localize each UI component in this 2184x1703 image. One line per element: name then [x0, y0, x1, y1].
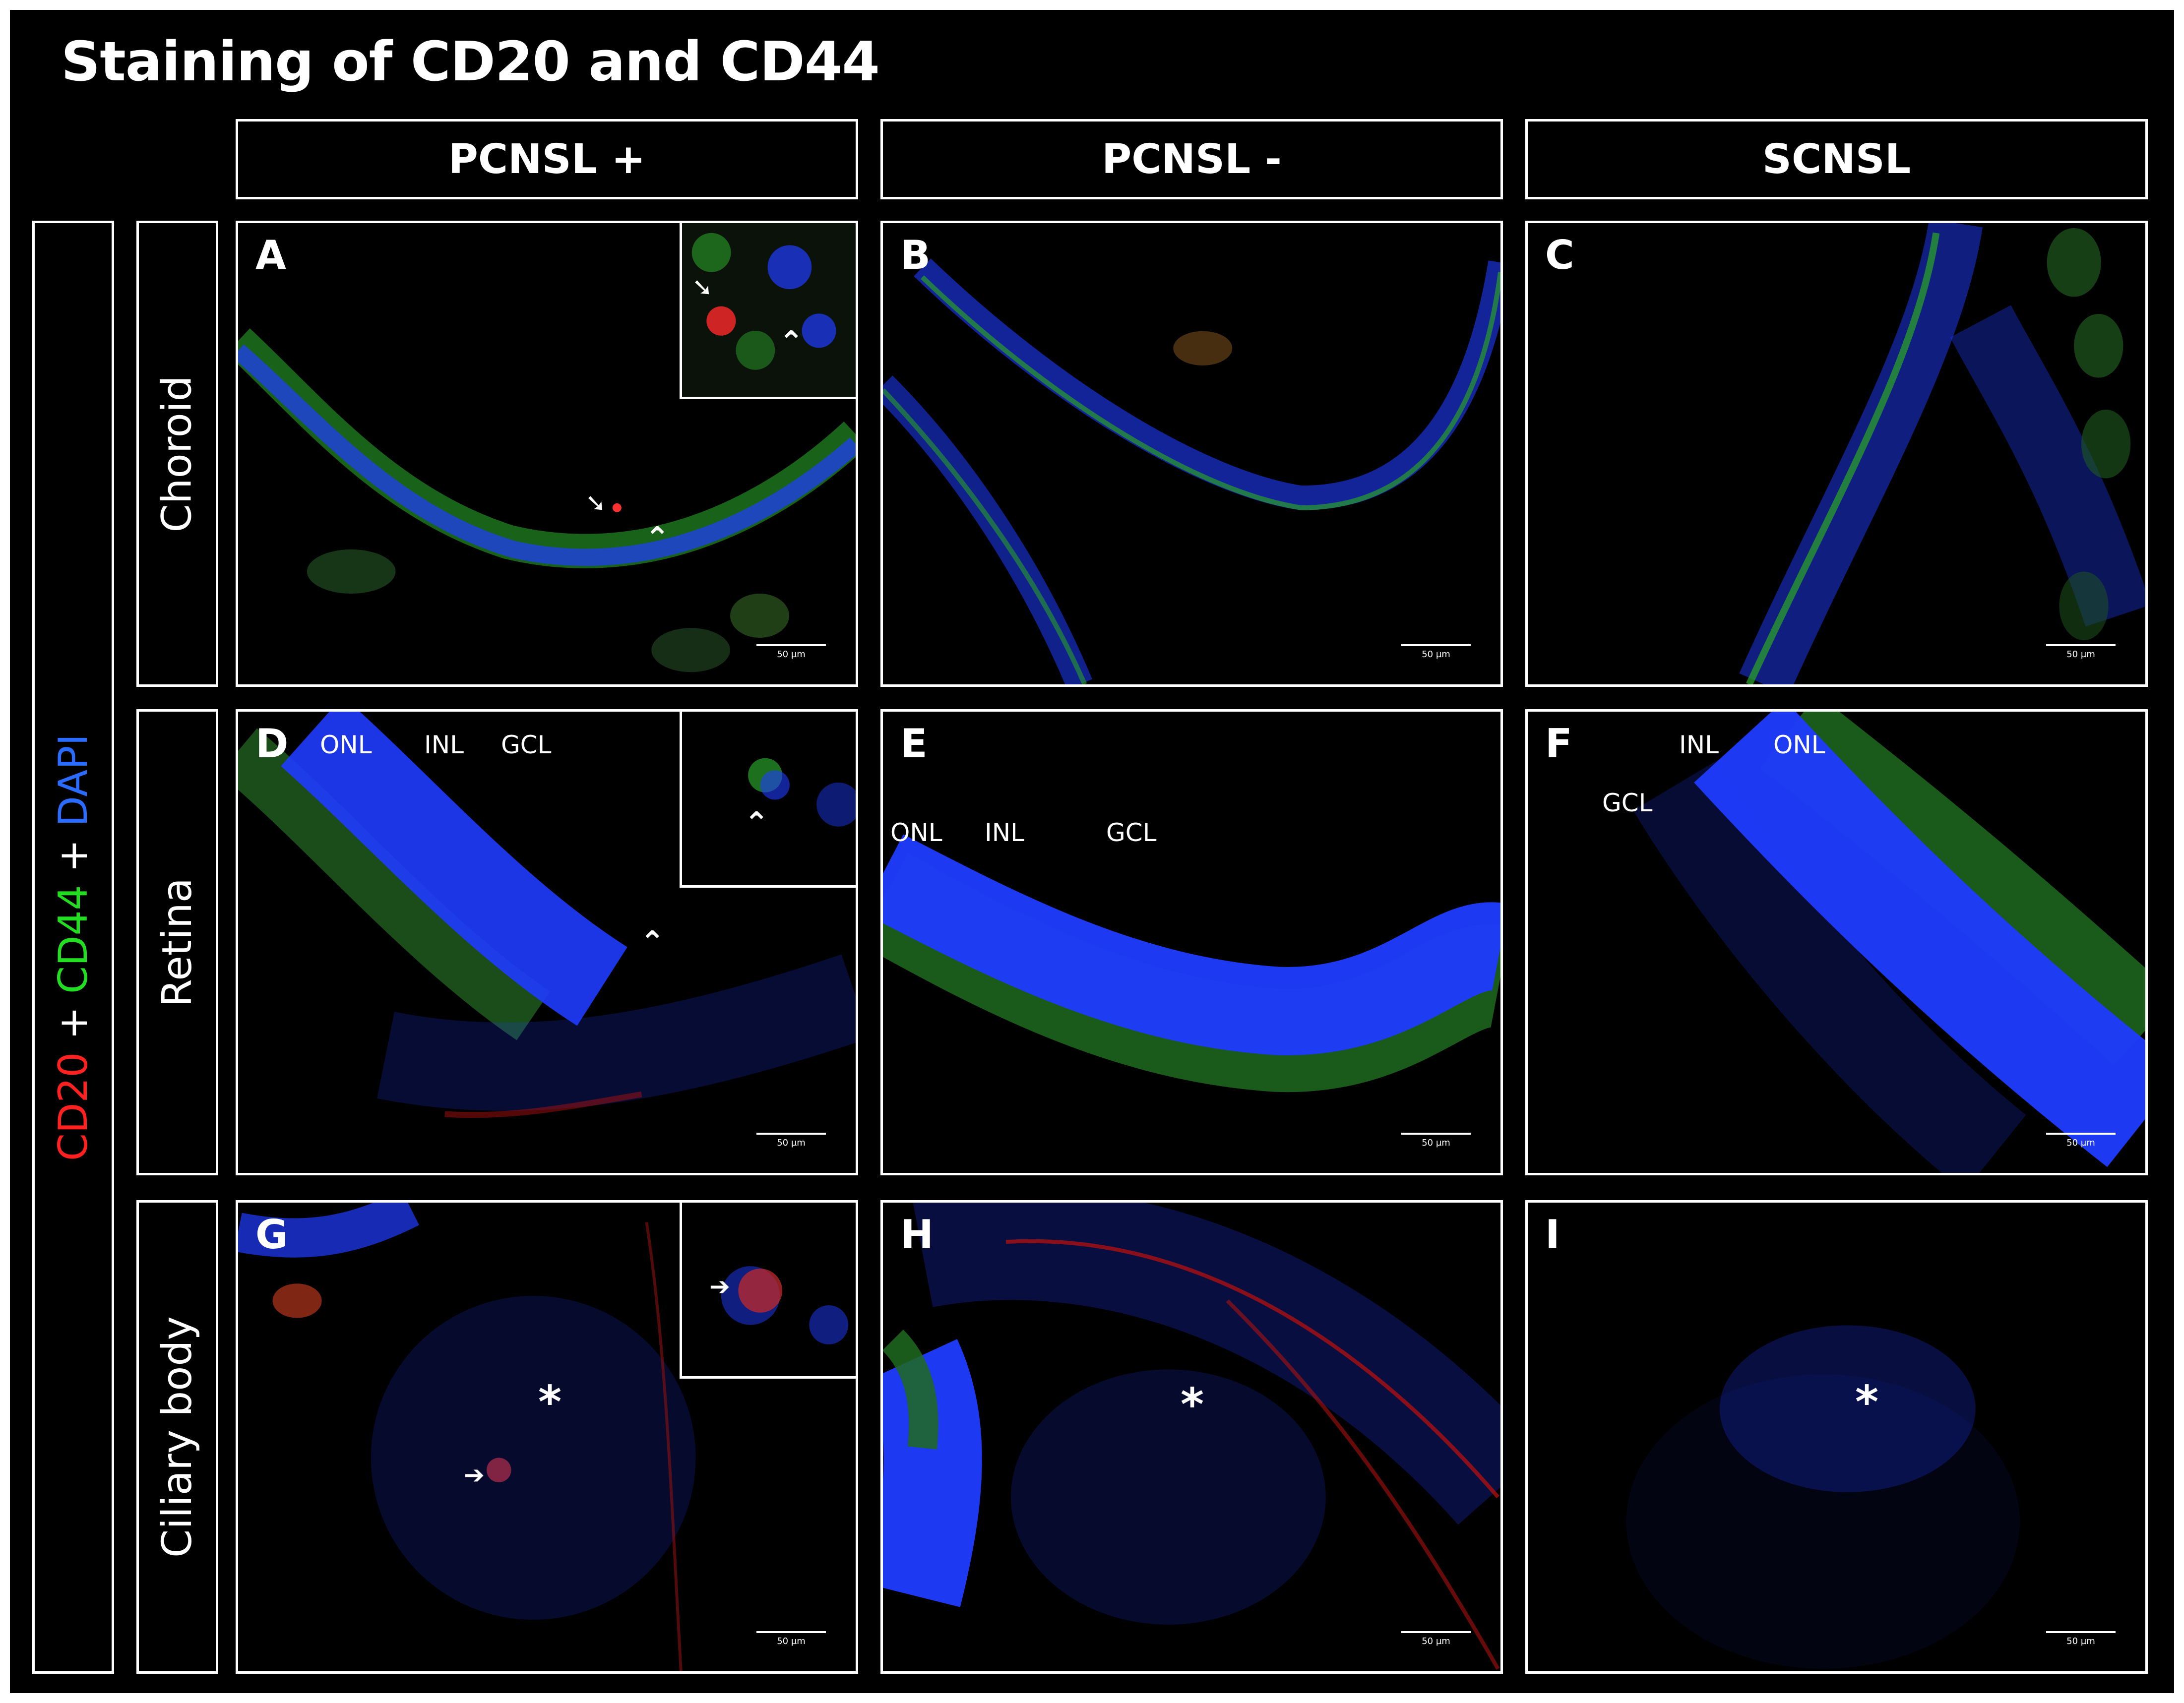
arrow-icon: ➘: [692, 273, 713, 302]
layer-label-gcl: GCL: [1106, 818, 1157, 847]
scale-bar-label: 50 µm: [777, 1138, 806, 1148]
scale-bar-label: 50 µm: [1422, 1138, 1450, 1148]
arrowhead-icon: ⌃: [645, 521, 670, 555]
micrograph-f: [1633, 712, 2145, 1173]
panel-a: ➘ ⌃ ➘ ⌃ A 50 µm: [236, 221, 858, 687]
arrowhead-icon: ⌃: [640, 925, 665, 960]
panel-g: ➔ ➔ * G 50 µm: [236, 1200, 858, 1674]
layer-label-inl: INL: [1679, 730, 1719, 759]
scale-bar: 50 µm: [2046, 1133, 2116, 1148]
column-header-label: SCNSL: [1762, 135, 1911, 183]
scale-bar-label: 50 µm: [777, 649, 806, 660]
panel-label: E: [900, 721, 928, 767]
panel-label: A: [255, 232, 286, 278]
micrograph-e: [883, 834, 1500, 1093]
panel-label: B: [900, 232, 931, 278]
panel-d: ⌃ ⌃ D ONL INL GCL 50 µm: [236, 709, 858, 1175]
row-header-label: Choroid: [154, 375, 201, 533]
scale-bar-label: 50 µm: [2066, 1138, 2095, 1148]
micrograph-a: [238, 328, 856, 672]
panel-c: C 50 µm: [1525, 221, 2148, 687]
arrow-icon: ➔: [464, 1460, 485, 1489]
layer-label-inl: INL: [424, 730, 464, 759]
micrograph-b: [883, 258, 1500, 684]
micrograph-g: [238, 1203, 696, 1671]
scale-bar: 50 µm: [756, 644, 826, 660]
panel-i: * I 50 µm: [1525, 1200, 2148, 1674]
micrograph-i: [1626, 1325, 2020, 1669]
panel-label: I: [1545, 1212, 1560, 1258]
scale-bar-label: 50 µm: [2066, 1636, 2095, 1646]
arrow-icon: ➔: [709, 1272, 730, 1301]
row-header-label: Retina: [154, 877, 201, 1007]
micrograph-h: [883, 1203, 1500, 1670]
layer-label-gcl: GCL: [501, 730, 552, 759]
stain-cd20: CD20: [50, 1052, 97, 1161]
column-header-pcnsl-neg: PCNSL -: [880, 119, 1503, 199]
stain-plus: +: [50, 993, 97, 1052]
scale-bar-label: 50 µm: [2066, 649, 2095, 660]
stain-cd44: CD44: [50, 885, 97, 994]
scale-bar: 50 µm: [756, 1133, 826, 1148]
inset-g: ➔: [680, 1203, 856, 1379]
micrograph-c: [1739, 223, 2145, 684]
panel-h: * H 50 µm: [880, 1200, 1503, 1674]
arrow-icon: ➘: [585, 488, 606, 517]
scale-bar: 50 µm: [756, 1631, 826, 1646]
figure-title: Staining of CD20 and CD44: [61, 30, 880, 93]
scale-bar-label: 50 µm: [1422, 649, 1450, 660]
arrowhead-icon: ⌃: [779, 325, 804, 360]
layer-label-onl: ONL: [890, 818, 942, 847]
inset-d: ⌃: [680, 712, 856, 888]
figure: Staining of CD20 and CD44 PCNSL + PCNSL …: [10, 10, 2174, 1693]
panel-b: B 50 µm: [880, 221, 1503, 687]
column-header-label: PCNSL +: [448, 135, 646, 183]
stain-plus: +: [50, 826, 97, 885]
row-header-retina: Retina: [136, 709, 218, 1175]
asterisk-marker: *: [538, 1376, 562, 1428]
asterisk-marker: *: [1855, 1376, 1879, 1428]
row-header-choroid: Choroid: [136, 221, 218, 687]
panel-label: F: [1545, 721, 1572, 767]
row-header-label: Ciliary body: [154, 1316, 201, 1558]
panel-e: E ONL INL GCL 50 µm: [880, 709, 1503, 1175]
scale-bar-label: 50 µm: [1422, 1636, 1450, 1646]
layer-label-onl: ONL: [320, 730, 372, 759]
layer-label-gcl: GCL: [1602, 789, 1653, 817]
panel-label: D: [255, 721, 289, 767]
layer-label-onl: ONL: [1773, 730, 1825, 759]
panel-label: H: [900, 1212, 934, 1258]
stain-dapi: DAPI: [50, 733, 97, 827]
stain-legend-text: CD20 + CD44 + DAPI: [50, 733, 96, 1160]
layer-label-inl: INL: [985, 818, 1025, 847]
scale-bar: 50 µm: [2046, 1631, 2116, 1646]
scale-bar-label: 50 µm: [777, 1636, 806, 1646]
panel-label: G: [255, 1212, 288, 1258]
scale-bar: 50 µm: [1401, 644, 1471, 660]
micrograph-d: [238, 712, 856, 1118]
scale-bar: 50 µm: [2046, 644, 2116, 660]
inset-a: ➘ ⌃: [680, 223, 856, 399]
column-header-label: PCNSL -: [1102, 135, 1282, 183]
panel-f: F INL ONL GCL 50 µm: [1525, 709, 2148, 1175]
stain-legend: CD20 + CD44 + DAPI: [32, 221, 114, 1674]
column-header-scnsl: SCNSL: [1525, 119, 2148, 199]
arrowhead-icon: ⌃: [744, 806, 769, 841]
panel-label: C: [1545, 232, 1574, 278]
column-header-pcnsl-pos: PCNSL +: [236, 119, 858, 199]
asterisk-marker: *: [1181, 1379, 1204, 1431]
scale-bar: 50 µm: [1401, 1133, 1471, 1148]
row-header-ciliary-body: Ciliary body: [136, 1200, 218, 1674]
scale-bar: 50 µm: [1401, 1631, 1471, 1646]
